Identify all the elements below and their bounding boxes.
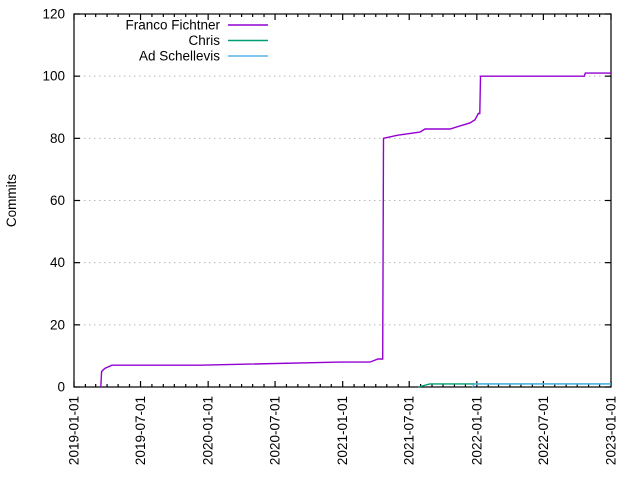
x-tick-label: 2022-01-01	[469, 396, 484, 465]
y-tick-label: 80	[50, 131, 65, 146]
x-tick-label: 2019-01-01	[67, 396, 82, 465]
y-tick-label: 100	[42, 69, 65, 84]
grid-lines	[74, 75, 611, 326]
y-tick-label: 60	[50, 193, 65, 208]
y-tick-label: 0	[57, 380, 65, 395]
y-tick-label: 120	[42, 7, 65, 22]
legend-label-franco-fichtner: Franco Fichtner	[125, 18, 220, 33]
x-tick-label: 2020-07-01	[268, 396, 283, 465]
x-tick-label: 2021-01-01	[335, 396, 350, 465]
y-tick-label: 20	[50, 317, 65, 332]
x-tick-label: 2023-01-01	[604, 396, 619, 465]
legend-label-chris: Chris	[188, 33, 220, 48]
x-axis-ticks	[73, 14, 612, 387]
x-tick-label: 2019-07-01	[133, 396, 148, 465]
x-tick-labels: 2019-01-01 2019-07-01 2020-01-01 2020-07-01…	[67, 396, 619, 465]
series-franco-fichtner	[100, 72, 611, 388]
x-tick-label: 2021-07-01	[402, 396, 417, 465]
y-axis-title: Commits	[4, 174, 19, 227]
y-tick-label: 40	[50, 255, 65, 270]
legend-label-ad-schellevis: Ad Schellevis	[139, 49, 220, 64]
series-ad-schellevis	[471, 383, 611, 388]
x-tick-label: 2022-07-01	[536, 396, 551, 465]
x-tick-label: 2020-01-01	[201, 396, 216, 465]
y-axis-ticks: 0 20 40 60 80 100 120	[42, 7, 611, 395]
